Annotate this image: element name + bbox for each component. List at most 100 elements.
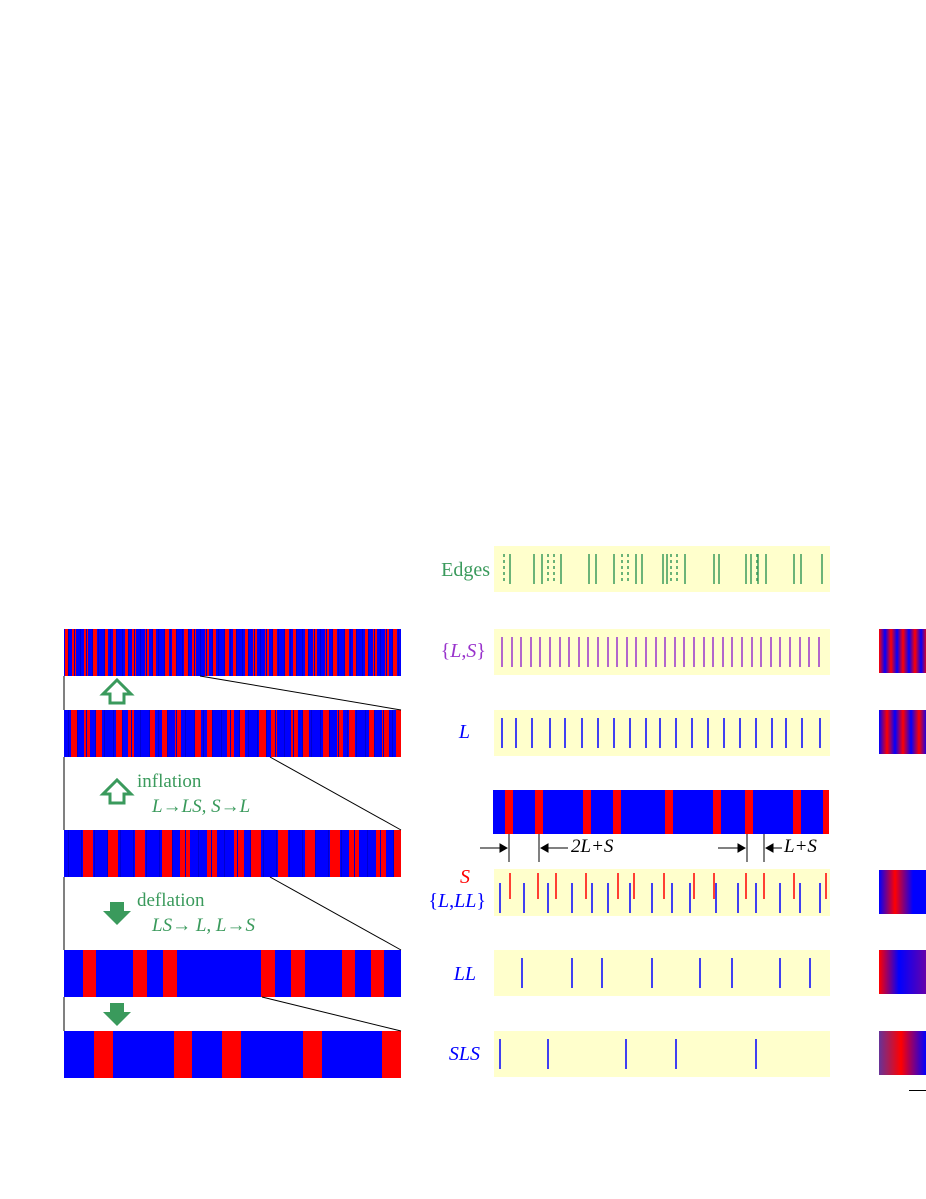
tile-border bbox=[194, 629, 195, 676]
tile-border bbox=[302, 710, 303, 757]
tile-border bbox=[272, 629, 273, 676]
tile-border bbox=[289, 830, 290, 877]
tile-border bbox=[74, 629, 75, 676]
up-arrow-icon bbox=[99, 677, 135, 705]
tile-border bbox=[356, 629, 357, 676]
red-band bbox=[382, 1031, 401, 1078]
tile-border bbox=[326, 629, 327, 676]
tile-border bbox=[356, 710, 357, 757]
tile-border bbox=[329, 710, 330, 757]
edges-panel bbox=[494, 546, 830, 592]
tile-border bbox=[203, 710, 204, 757]
middle-strip bbox=[493, 790, 829, 834]
tile-border bbox=[296, 629, 297, 676]
up-arrow-icon bbox=[99, 777, 135, 805]
tile-border bbox=[113, 710, 114, 757]
ls-label: {L,S} bbox=[440, 640, 486, 662]
tile-border bbox=[290, 629, 291, 676]
red-band bbox=[92, 629, 97, 676]
inflation-rule: L→LS, S→L bbox=[152, 796, 251, 817]
red-band bbox=[395, 710, 401, 757]
tile-border bbox=[149, 710, 150, 757]
red-band bbox=[277, 830, 289, 877]
tile-border bbox=[77, 710, 78, 757]
sls-label: SLS bbox=[448, 1043, 480, 1065]
tile-border bbox=[338, 710, 339, 757]
tile-border bbox=[194, 710, 195, 757]
tile-border bbox=[242, 629, 243, 676]
tile-border bbox=[284, 629, 285, 676]
red-band bbox=[259, 710, 266, 757]
tile-border bbox=[86, 629, 87, 676]
red-band bbox=[207, 710, 214, 757]
down-arrow-icon bbox=[103, 902, 131, 925]
tile-border bbox=[236, 629, 237, 676]
red-band bbox=[112, 629, 117, 676]
red-band bbox=[173, 1031, 193, 1078]
red-band bbox=[265, 629, 270, 676]
tile-border bbox=[81, 830, 82, 877]
red-band bbox=[116, 710, 123, 757]
tile-border bbox=[266, 710, 267, 757]
red-band bbox=[94, 1031, 113, 1078]
tile-border bbox=[302, 629, 303, 676]
red-band bbox=[234, 830, 245, 877]
red-band bbox=[104, 629, 109, 676]
tile-border bbox=[176, 710, 177, 757]
tile-border bbox=[239, 710, 240, 757]
ls-panel bbox=[494, 629, 830, 675]
tile-border bbox=[104, 710, 105, 757]
tile-border bbox=[152, 629, 153, 676]
tile-border bbox=[104, 629, 105, 676]
side-gradient-2 bbox=[879, 710, 926, 754]
tile-border bbox=[383, 710, 384, 757]
tile-border bbox=[212, 710, 213, 757]
tile-border bbox=[328, 830, 329, 877]
red-band bbox=[303, 1031, 322, 1078]
red-band bbox=[172, 629, 177, 676]
tile-border bbox=[172, 830, 173, 877]
tile-border bbox=[380, 629, 381, 676]
tile-border bbox=[211, 830, 212, 877]
tile-border bbox=[248, 710, 249, 757]
tile-border bbox=[380, 830, 381, 877]
tile-border bbox=[398, 629, 399, 676]
red-band bbox=[325, 629, 330, 676]
tile-border bbox=[185, 710, 186, 757]
red-band bbox=[212, 629, 217, 676]
inflation-label: inflation bbox=[137, 771, 202, 792]
tile-border bbox=[134, 629, 135, 676]
tile-border bbox=[68, 629, 69, 676]
tile-border bbox=[392, 710, 393, 757]
tile-border bbox=[308, 629, 309, 676]
red-band bbox=[793, 790, 801, 834]
red-band bbox=[232, 629, 237, 676]
red-band bbox=[70, 710, 77, 757]
tile-border bbox=[230, 710, 231, 757]
red-band bbox=[505, 790, 513, 834]
tile-border bbox=[107, 830, 108, 877]
red-band bbox=[613, 790, 621, 834]
red-band bbox=[163, 950, 177, 997]
tile-border bbox=[365, 710, 366, 757]
tile-border bbox=[110, 629, 111, 676]
deflation-rule: LS→ L, L→S bbox=[152, 915, 255, 936]
red-band bbox=[330, 830, 341, 877]
tile-border bbox=[200, 629, 201, 676]
red-band bbox=[271, 710, 278, 757]
red-band bbox=[332, 629, 337, 676]
strip-level-4 bbox=[64, 950, 401, 997]
tile-border bbox=[224, 629, 225, 676]
red-band bbox=[392, 830, 401, 877]
tile-border bbox=[254, 629, 255, 676]
red-band bbox=[392, 629, 397, 676]
tile-border bbox=[367, 830, 368, 877]
red-band bbox=[535, 790, 543, 834]
tile-border bbox=[315, 830, 316, 877]
red-band bbox=[251, 830, 262, 877]
red-band bbox=[291, 710, 298, 757]
tile-border bbox=[354, 830, 355, 877]
red-band bbox=[161, 710, 168, 757]
tile-border bbox=[185, 830, 186, 877]
tile-border bbox=[263, 830, 264, 877]
